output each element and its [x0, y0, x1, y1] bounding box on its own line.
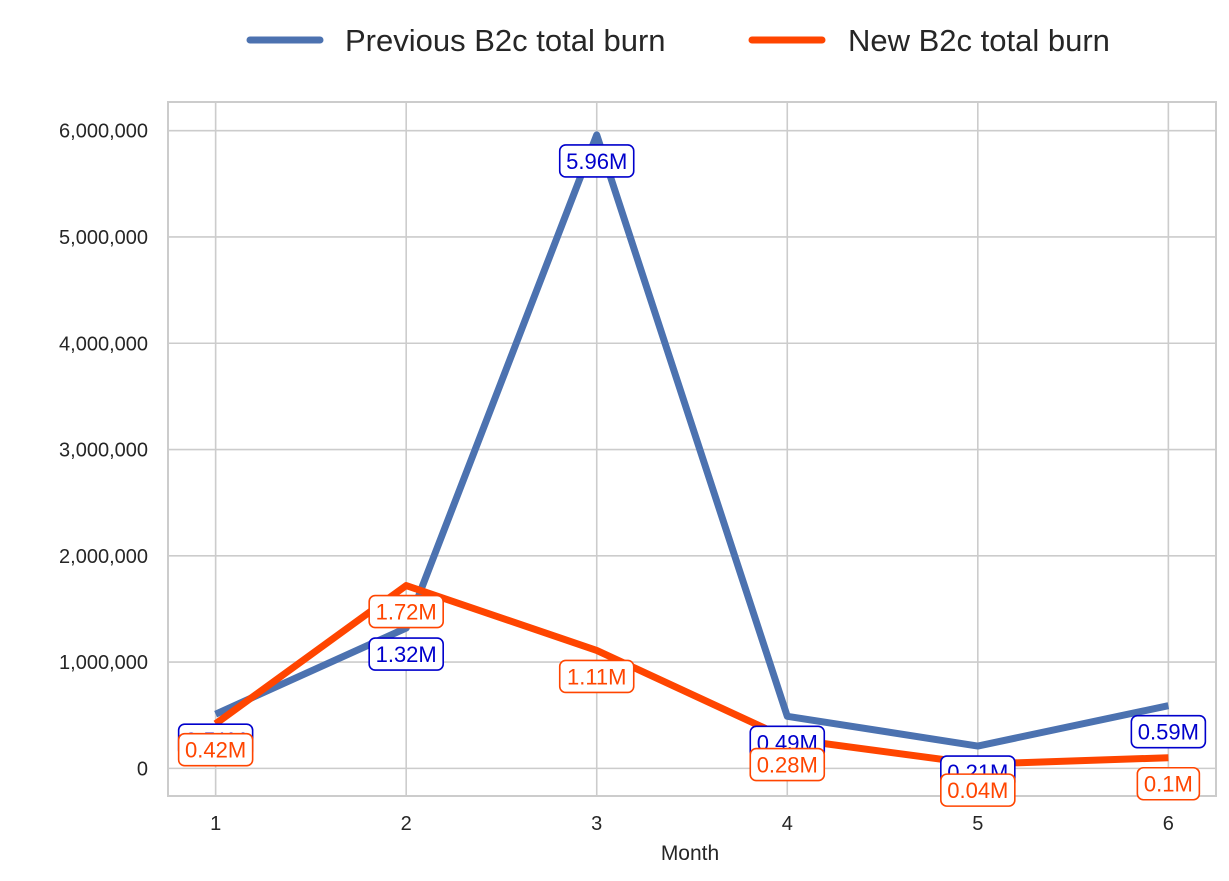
data-label-1-0: 0.42M	[177, 732, 254, 767]
data-label-text: 5.96M	[566, 149, 627, 174]
x-tick-label: 4	[782, 813, 793, 835]
y-tick-label: 5,000,000	[59, 227, 148, 249]
y-tick-label: 1,000,000	[59, 652, 148, 674]
data-label-text: 1.11M	[567, 664, 627, 689]
x-tick-label: 3	[591, 813, 602, 835]
x-tick-label: 5	[972, 813, 983, 835]
y-tick-label: 3,000,000	[59, 440, 148, 462]
data-label-text: 0.04M	[947, 778, 1008, 803]
plot-area-frame	[167, 101, 1217, 797]
y-tick-label: 2,000,000	[59, 546, 148, 568]
y-tick-label: 0	[137, 758, 148, 780]
legend: Previous B2c total burn New B2c total bu…	[246, 23, 1110, 58]
data-label-1-5: 0.1M	[1136, 766, 1201, 801]
data-label-1-1: 1.72M	[368, 594, 444, 629]
data-label-text: 0.28M	[757, 753, 818, 778]
legend-label-new: New B2c total burn	[848, 23, 1110, 58]
y-tick-label: 4,000,000	[59, 333, 148, 355]
data-labels-layer: 0.51M1.32M5.96M0.49M0.21M0.59M0.42M1.72M…	[177, 144, 1207, 807]
data-label-text: 1.72M	[376, 600, 437, 625]
data-label-0-2: 5.96M	[558, 144, 635, 178]
data-label-0-1: 1.32M	[368, 637, 444, 671]
data-label-box	[1130, 714, 1207, 749]
data-label-box	[558, 144, 635, 178]
x-axis-title: Month	[661, 842, 719, 865]
data-label-1-3: 0.28M	[749, 747, 826, 782]
data-label-text: 1.32M	[376, 642, 437, 667]
x-tick-label: 2	[401, 813, 412, 835]
data-label-0-5: 0.59M	[1130, 714, 1207, 749]
data-label-box	[177, 732, 254, 767]
data-label-1-2: 1.11M	[558, 659, 635, 694]
data-label-box	[1136, 766, 1201, 801]
data-label-text: 0.1M	[1144, 772, 1193, 797]
data-label-box	[558, 659, 635, 694]
x-tick-label: 1	[210, 813, 221, 835]
data-label-text: 0.59M	[1138, 720, 1199, 745]
data-label-box	[749, 747, 826, 782]
y-tick-label: 6,000,000	[59, 121, 148, 143]
data-label-box	[368, 594, 444, 629]
series-line-0	[214, 131, 1170, 750]
x-tick-label: 6	[1163, 813, 1174, 835]
data-label-1-4: 0.04M	[940, 773, 1016, 807]
x-axis: 1 2 3 4 5 6	[210, 813, 1174, 835]
gridlines	[168, 102, 1216, 796]
y-axis: 0 1,000,000 2,000,000 3,000,000 4,000,000 5,0…	[59, 121, 148, 781]
legend-label-previous: Previous B2c total burn	[345, 23, 666, 58]
data-label-box	[368, 637, 444, 671]
data-label-text: 0.42M	[185, 738, 246, 763]
data-label-box	[940, 773, 1016, 807]
